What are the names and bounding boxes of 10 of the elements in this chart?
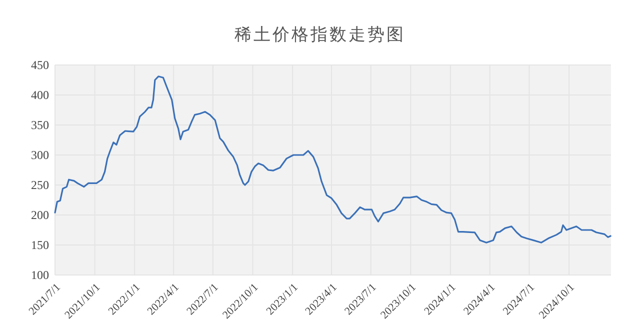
y-tick-label: 450 <box>31 58 49 72</box>
chart-title: 稀土价格指数走势图 <box>234 25 406 44</box>
y-tick-label: 350 <box>31 118 49 132</box>
y-tick-label: 300 <box>31 148 49 162</box>
line-series <box>54 76 612 244</box>
y-tick-label: 400 <box>31 88 49 102</box>
y-tick-label: 200 <box>31 208 49 222</box>
y-tick-label: 150 <box>31 238 49 252</box>
y-tick-label: 100 <box>31 268 49 282</box>
y-tick-label: 250 <box>31 178 49 192</box>
